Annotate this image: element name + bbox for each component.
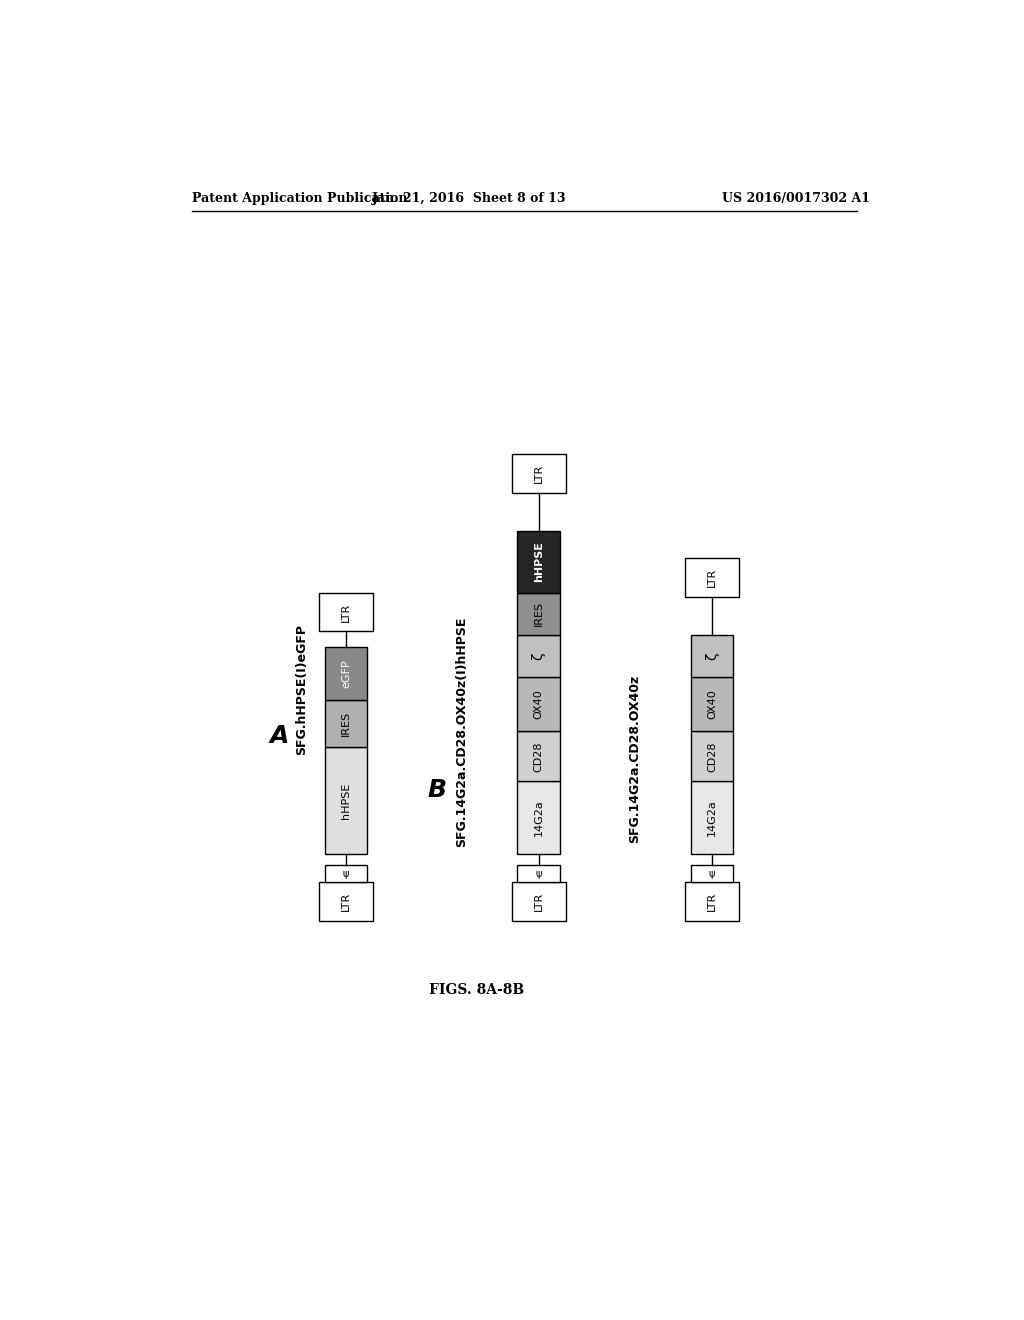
Text: CD28: CD28 bbox=[707, 741, 717, 772]
Text: Jan. 21, 2016  Sheet 8 of 13: Jan. 21, 2016 Sheet 8 of 13 bbox=[372, 191, 566, 205]
Bar bbox=[691, 677, 733, 731]
Bar bbox=[691, 635, 733, 677]
Bar bbox=[685, 882, 739, 921]
Text: US 2016/0017302 A1: US 2016/0017302 A1 bbox=[722, 191, 869, 205]
Text: LTR: LTR bbox=[341, 602, 351, 622]
Bar bbox=[512, 882, 565, 921]
Text: 14G2a: 14G2a bbox=[534, 800, 544, 837]
Text: OX40: OX40 bbox=[707, 689, 717, 719]
Text: SFG.14G2a.CD28.OX40z: SFG.14G2a.CD28.OX40z bbox=[629, 675, 641, 843]
Bar bbox=[517, 677, 560, 731]
Text: SFG.hHPSE(I)eGFP: SFG.hHPSE(I)eGFP bbox=[295, 624, 308, 755]
Text: SFG.14G2a.CD28.OX40z(I)hHPSE: SFG.14G2a.CD28.OX40z(I)hHPSE bbox=[455, 616, 468, 847]
Bar bbox=[517, 781, 560, 854]
Text: ψ: ψ bbox=[343, 869, 349, 879]
Bar bbox=[517, 731, 560, 781]
Text: hHPSE: hHPSE bbox=[534, 541, 544, 582]
Bar bbox=[319, 593, 373, 631]
Text: LTR: LTR bbox=[707, 568, 717, 587]
Text: ζ: ζ bbox=[705, 652, 719, 660]
Bar bbox=[691, 731, 733, 781]
Text: eGFP: eGFP bbox=[341, 659, 351, 688]
Text: FIGS. 8A-8B: FIGS. 8A-8B bbox=[429, 983, 524, 997]
Text: CD28: CD28 bbox=[534, 741, 544, 772]
Bar bbox=[517, 866, 560, 882]
Text: 14G2a: 14G2a bbox=[707, 800, 717, 837]
Bar bbox=[512, 454, 565, 492]
Bar bbox=[691, 781, 733, 854]
Text: Patent Application Publication: Patent Application Publication bbox=[193, 191, 408, 205]
Bar bbox=[325, 701, 368, 747]
Text: LTR: LTR bbox=[534, 463, 544, 483]
Bar bbox=[325, 866, 368, 882]
Text: hHPSE: hHPSE bbox=[341, 783, 351, 818]
Text: ψ: ψ bbox=[709, 869, 715, 879]
Text: A: A bbox=[269, 723, 289, 748]
Text: LTR: LTR bbox=[707, 892, 717, 911]
Text: OX40: OX40 bbox=[534, 689, 544, 719]
Text: IRES: IRES bbox=[341, 711, 351, 737]
Bar bbox=[517, 635, 560, 677]
Bar bbox=[517, 593, 560, 635]
Bar bbox=[325, 747, 368, 854]
Text: LTR: LTR bbox=[341, 892, 351, 911]
Text: B: B bbox=[428, 777, 446, 801]
Text: ζ: ζ bbox=[531, 652, 546, 660]
Text: ψ: ψ bbox=[536, 869, 542, 879]
Bar bbox=[691, 866, 733, 882]
Text: IRES: IRES bbox=[534, 602, 544, 627]
Bar bbox=[319, 882, 373, 921]
Text: LTR: LTR bbox=[534, 892, 544, 911]
Bar bbox=[685, 558, 739, 597]
Bar bbox=[325, 647, 368, 701]
Bar bbox=[517, 531, 560, 593]
